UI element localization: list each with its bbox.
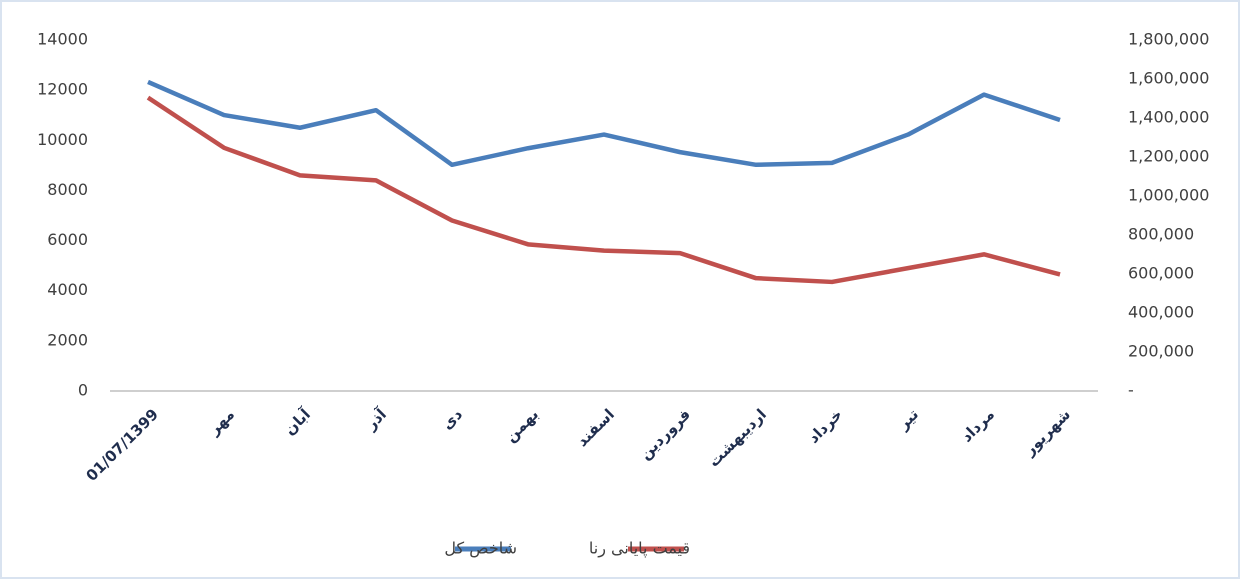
y-tick-label: 2000 — [47, 330, 88, 349]
y-tick-label: 10000 — [37, 130, 88, 149]
legend-label: قیمت پایانی رنا — [589, 539, 690, 559]
y2-tick-label: 200,000 — [1128, 342, 1194, 361]
y-tick-label: 14000 — [37, 30, 88, 49]
y2-tick-label: - — [1128, 381, 1134, 400]
y2-tick-label: 800,000 — [1128, 225, 1194, 244]
legend-label: شاخص کل — [444, 539, 517, 559]
y2-tick-label: 1,000,000 — [1128, 186, 1209, 205]
y2-tick-label: 1,200,000 — [1128, 147, 1209, 166]
y2-tick-label: 1,800,000 — [1128, 30, 1209, 49]
y-tick-label: 0 — [78, 381, 88, 400]
y-tick-label: 6000 — [47, 230, 88, 249]
series-line — [146, 95, 1061, 285]
y2-tick-label: 400,000 — [1128, 303, 1194, 322]
series-line — [147, 79, 1061, 168]
y-tick-label: 4000 — [47, 280, 88, 299]
y-tick-label: 12000 — [37, 80, 88, 99]
y2-tick-label: 1,600,000 — [1128, 69, 1209, 88]
y2-tick-label: 600,000 — [1128, 264, 1194, 283]
y-tick-label: 8000 — [47, 180, 88, 199]
y2-tick-label: 1,400,000 — [1128, 108, 1209, 127]
